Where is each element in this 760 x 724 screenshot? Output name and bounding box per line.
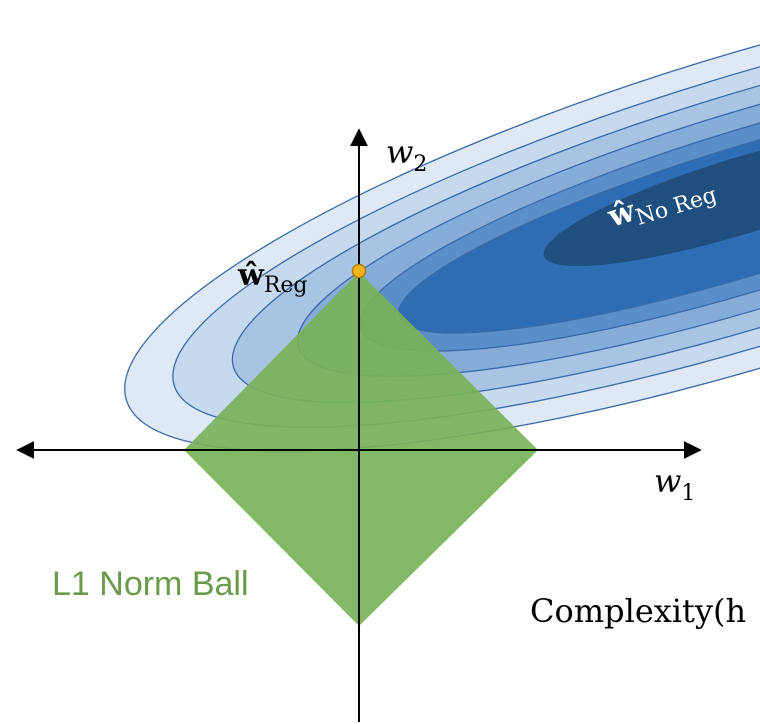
w-reg-label: ŵReg xyxy=(237,258,308,298)
w1-axis-label: w1 xyxy=(654,462,695,506)
w-reg-point xyxy=(351,263,367,279)
w-reg-label-base: ŵ xyxy=(237,258,265,293)
loss-contours xyxy=(124,0,760,452)
w2-axis-label-sub: 2 xyxy=(413,152,427,177)
w2-axis-label: w2 xyxy=(386,133,427,177)
l1-norm-ball-label: L1 Norm Ball xyxy=(52,565,249,603)
w1-axis-label-sub: 1 xyxy=(681,481,695,506)
w2-axis-label-base: w xyxy=(386,133,413,171)
w1-axis-label-base: w xyxy=(654,462,681,500)
w-reg-label-sub: Reg xyxy=(264,273,308,298)
contour-center xyxy=(543,125,760,267)
complexity-text: Complexity(h xyxy=(530,592,746,630)
